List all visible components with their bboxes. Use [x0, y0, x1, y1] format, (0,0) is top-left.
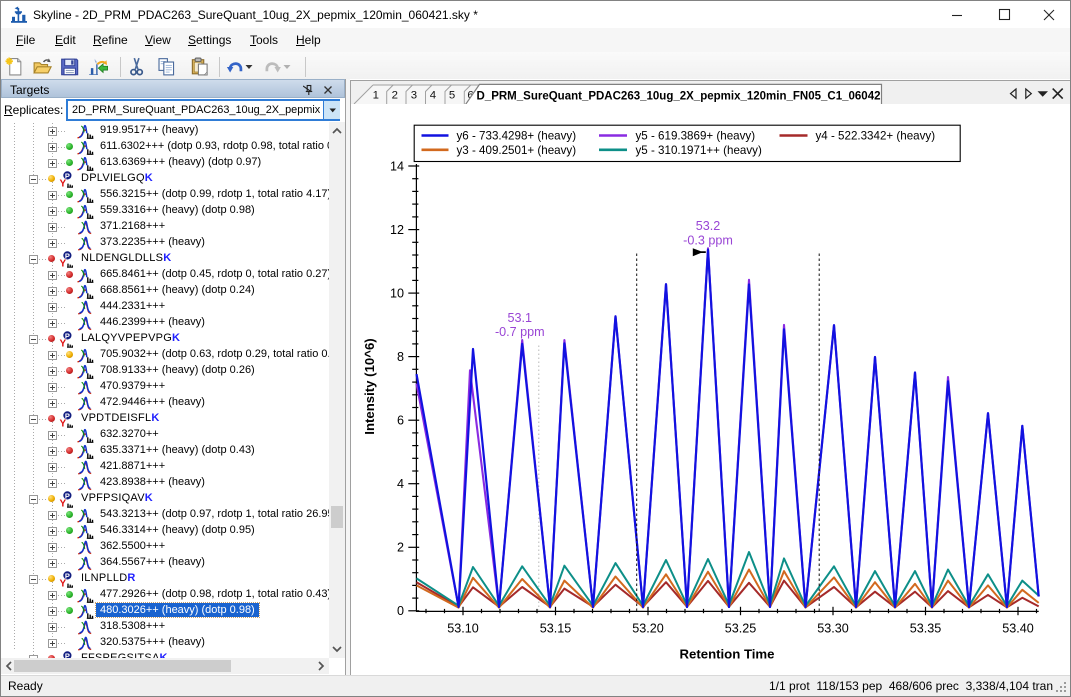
svg-text:1: 1 [373, 90, 379, 102]
svg-text:-0.7 ppm: -0.7 ppm [495, 325, 545, 339]
svg-text:14: 14 [390, 159, 404, 173]
svg-text:6: 6 [397, 414, 404, 428]
svg-text:Y: Y [59, 418, 66, 427]
svg-text:53.2: 53.2 [696, 219, 721, 233]
svg-text:Retention Time: Retention Time [679, 647, 774, 662]
svg-text:D_PRM_SureQuant_PDAC263_10ug_2: D_PRM_SureQuant_PDAC263_10ug_2X_pepmix_1… [477, 89, 881, 102]
svg-text:53.1: 53.1 [508, 311, 533, 325]
svg-text:0: 0 [397, 604, 404, 618]
svg-text:2: 2 [397, 541, 404, 555]
svg-text:53.25: 53.25 [725, 622, 757, 636]
svg-text:P: P [65, 251, 70, 260]
svg-text:P: P [65, 331, 70, 340]
svg-text:y5 - 619.3869+ (heavy): y5 - 619.3869+ (heavy) [636, 130, 756, 143]
svg-text:8: 8 [397, 350, 404, 364]
svg-text:Intensity (10^6): Intensity (10^6) [362, 338, 377, 434]
svg-text:Y: Y [59, 578, 66, 587]
svg-text:12: 12 [390, 223, 404, 237]
svg-text:53.35: 53.35 [910, 622, 942, 636]
svg-text:53.20: 53.20 [632, 622, 664, 636]
svg-text:P: P [65, 571, 70, 580]
svg-text:Y: Y [59, 498, 66, 507]
svg-text:P: P [65, 171, 70, 180]
svg-text:53.40: 53.40 [1002, 622, 1034, 636]
svg-text:Y: Y [59, 178, 66, 187]
svg-text:P: P [65, 491, 70, 500]
svg-text:53.10: 53.10 [447, 622, 479, 636]
svg-text:2: 2 [392, 90, 398, 102]
svg-text:y5 - 310.1971++ (heavy): y5 - 310.1971++ (heavy) [636, 144, 762, 157]
svg-text:P: P [65, 651, 70, 658]
svg-text:5: 5 [449, 90, 455, 102]
svg-text:53.15: 53.15 [540, 622, 572, 636]
svg-text:4: 4 [397, 477, 404, 491]
svg-text:-0.3 ppm: -0.3 ppm [683, 233, 733, 247]
svg-text:10: 10 [390, 286, 404, 300]
svg-text:y4 - 522.3342+ (heavy): y4 - 522.3342+ (heavy) [816, 130, 936, 143]
svg-text:P: P [65, 411, 70, 420]
svg-text:4: 4 [430, 90, 436, 102]
svg-text:Y: Y [59, 258, 66, 267]
svg-text:y6 - 733.4298+ (heavy): y6 - 733.4298+ (heavy) [457, 130, 577, 143]
svg-text:6: 6 [467, 90, 473, 102]
svg-text:y3 - 409.2501+ (heavy): y3 - 409.2501+ (heavy) [457, 144, 577, 157]
svg-text:Y: Y [59, 338, 66, 347]
svg-text:53.30: 53.30 [817, 622, 849, 636]
svg-text:3: 3 [411, 90, 417, 102]
